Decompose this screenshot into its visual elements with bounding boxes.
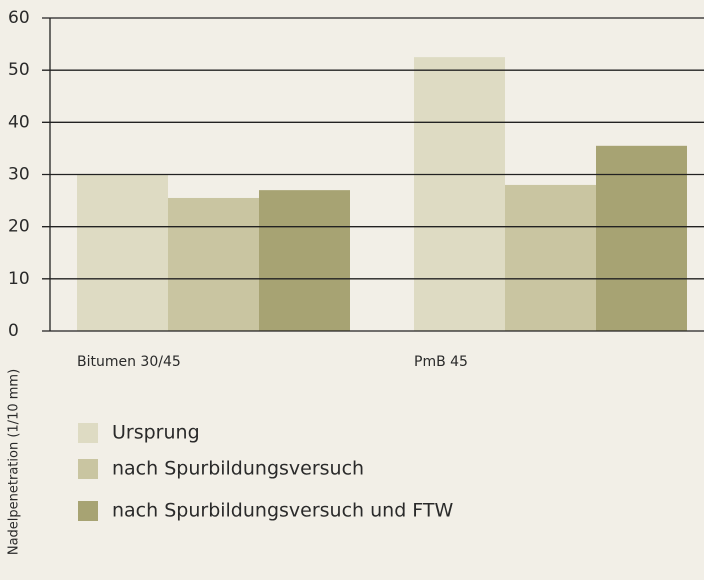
bar (77, 174, 168, 331)
y-tick-label: 0 (8, 321, 19, 341)
y-axis-label: Nadelpenetration (1/10 mm) (7, 369, 22, 555)
legend-swatch (78, 459, 98, 479)
bar (505, 184, 596, 331)
bar (414, 57, 505, 331)
bar (259, 190, 350, 331)
bar (596, 145, 687, 331)
y-tick-label: 60 (8, 8, 30, 28)
bar (168, 197, 259, 331)
y-tick-label: 30 (8, 165, 30, 185)
y-tick-label: 20 (8, 217, 30, 237)
legend-swatch (78, 501, 98, 521)
x-tick-label: PmB 45 (414, 354, 468, 370)
x-tick-label: Bitumen 30/45 (77, 354, 181, 370)
legend-label: nach Spurbildungsversuch (112, 458, 364, 480)
y-tick-label: 50 (8, 60, 30, 80)
legend-label: Ursprung (112, 422, 200, 444)
y-tick-label: 10 (8, 269, 30, 289)
legend-swatch (78, 423, 98, 443)
y-tick-label: 40 (8, 112, 30, 132)
legend-label: nach Spurbildungsversuch und FTW (112, 500, 454, 522)
